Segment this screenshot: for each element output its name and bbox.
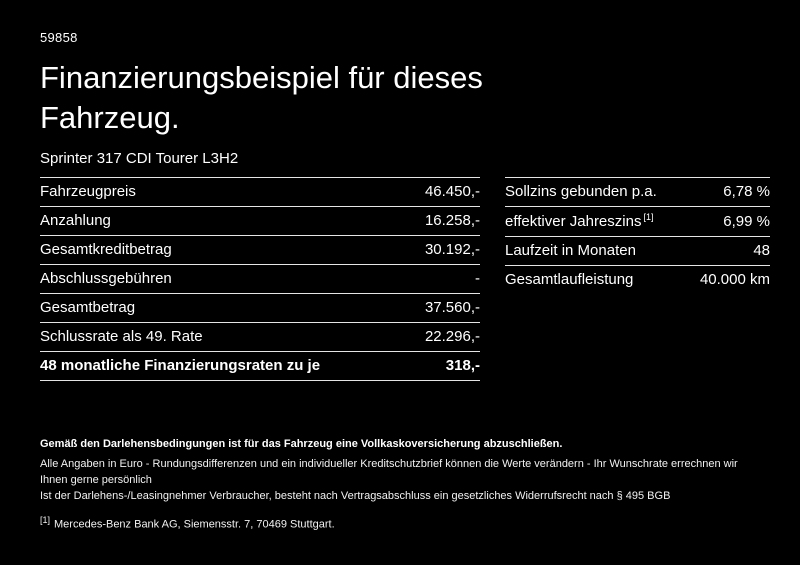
row-value: 16.258,- (424, 212, 480, 229)
row-label: Laufzeit in Monaten (505, 242, 636, 259)
vehicle-model-subtitle: Sprinter 317 CDI Tourer L3H2 (40, 150, 239, 167)
footnote-text: Mercedes-Benz Bank AG, Siemensstr. 7, 70… (54, 518, 335, 531)
row-value: 40.000 km (699, 271, 770, 288)
legal-footer: Gemäß den Darlehensbedingungen ist für d… (40, 437, 760, 533)
row-value: 22.296,- (424, 328, 480, 345)
table-row-monthly-rate: 48 monatliche Finanzierungsraten zu je 3… (40, 352, 480, 381)
row-label: effektiver Jahreszins [1] (505, 212, 663, 230)
row-value: 37.560,- (424, 299, 480, 316)
table-row-total-amount: Gesamtbetrag 37.560,- (40, 294, 480, 323)
row-value: - (475, 270, 480, 287)
table-row-down-payment: Anzahlung 16.258,- (40, 207, 480, 236)
row-label: Gesamtbetrag (40, 299, 136, 316)
table-row-closing-fees: Abschlussgebühren - (40, 265, 480, 294)
withdrawal-right-note: Ist der Darlehens-/Leasingnehmer Verbrau… (40, 489, 671, 502)
bank-footnote: [1] Mercedes-Benz Bank AG, Siemensstr. 7,… (40, 514, 760, 534)
footnote-marker: [1] (40, 514, 51, 525)
table-row-vehicle-price: Fahrzeugpreis 46.450,- (40, 178, 480, 207)
table-row-final-installment: Schlussrate als 49. Rate 22.296,- (40, 323, 480, 352)
row-value: 30.192,- (424, 241, 480, 258)
row-label: Anzahlung (40, 212, 111, 229)
row-value: 6,78 % (723, 183, 770, 200)
row-label-text: effektiver Jahreszins (505, 213, 642, 230)
financing-tables: Fahrzeugpreis 46.450,- Anzahlung 16.258,… (40, 177, 770, 381)
table-row-effective-apr: effektiver Jahreszins [1] 6,99 % (505, 207, 770, 237)
page-title: Finanzierungsbeispiel für dieses Fahrzeu… (40, 60, 483, 136)
row-value: 6,99 % (723, 213, 770, 230)
table-row-total-credit: Gesamtkreditbetrag 30.192,- (40, 236, 480, 265)
row-label: Fahrzeugpreis (40, 183, 136, 200)
row-label: Gesamtlaufleistung (505, 271, 634, 288)
row-label: Gesamtkreditbetrag (40, 241, 172, 258)
document-id: 59858 (40, 30, 78, 45)
insurance-requirement-note: Gemäß den Darlehensbedingungen ist für d… (40, 438, 563, 450)
row-value: 318,- (445, 357, 480, 374)
table-row-term-months: Laufzeit in Monaten 48 (505, 237, 770, 266)
euro-disclaimer-note: Alle Angaben in Euro - Rundungsdifferenz… (40, 457, 738, 486)
row-value: 48 (753, 242, 770, 259)
footnote-reference: [1] (643, 212, 654, 222)
row-label: Schlussrate als 49. Rate (40, 328, 203, 345)
financing-conditions-table: Sollzins gebunden p.a. 6,78 % effektiver… (505, 177, 770, 381)
table-row-total-mileage: Gesamtlaufleistung 40.000 km (505, 266, 770, 294)
row-label: 48 monatliche Finanzierungsraten zu je (40, 357, 321, 374)
row-label: Sollzins gebunden p.a. (505, 183, 657, 200)
row-value: 46.450,- (424, 183, 480, 200)
financing-costs-table: Fahrzeugpreis 46.450,- Anzahlung 16.258,… (40, 177, 480, 381)
row-label: Abschlussgebühren (40, 270, 172, 287)
table-row-interest-rate: Sollzins gebunden p.a. 6,78 % (505, 178, 770, 207)
